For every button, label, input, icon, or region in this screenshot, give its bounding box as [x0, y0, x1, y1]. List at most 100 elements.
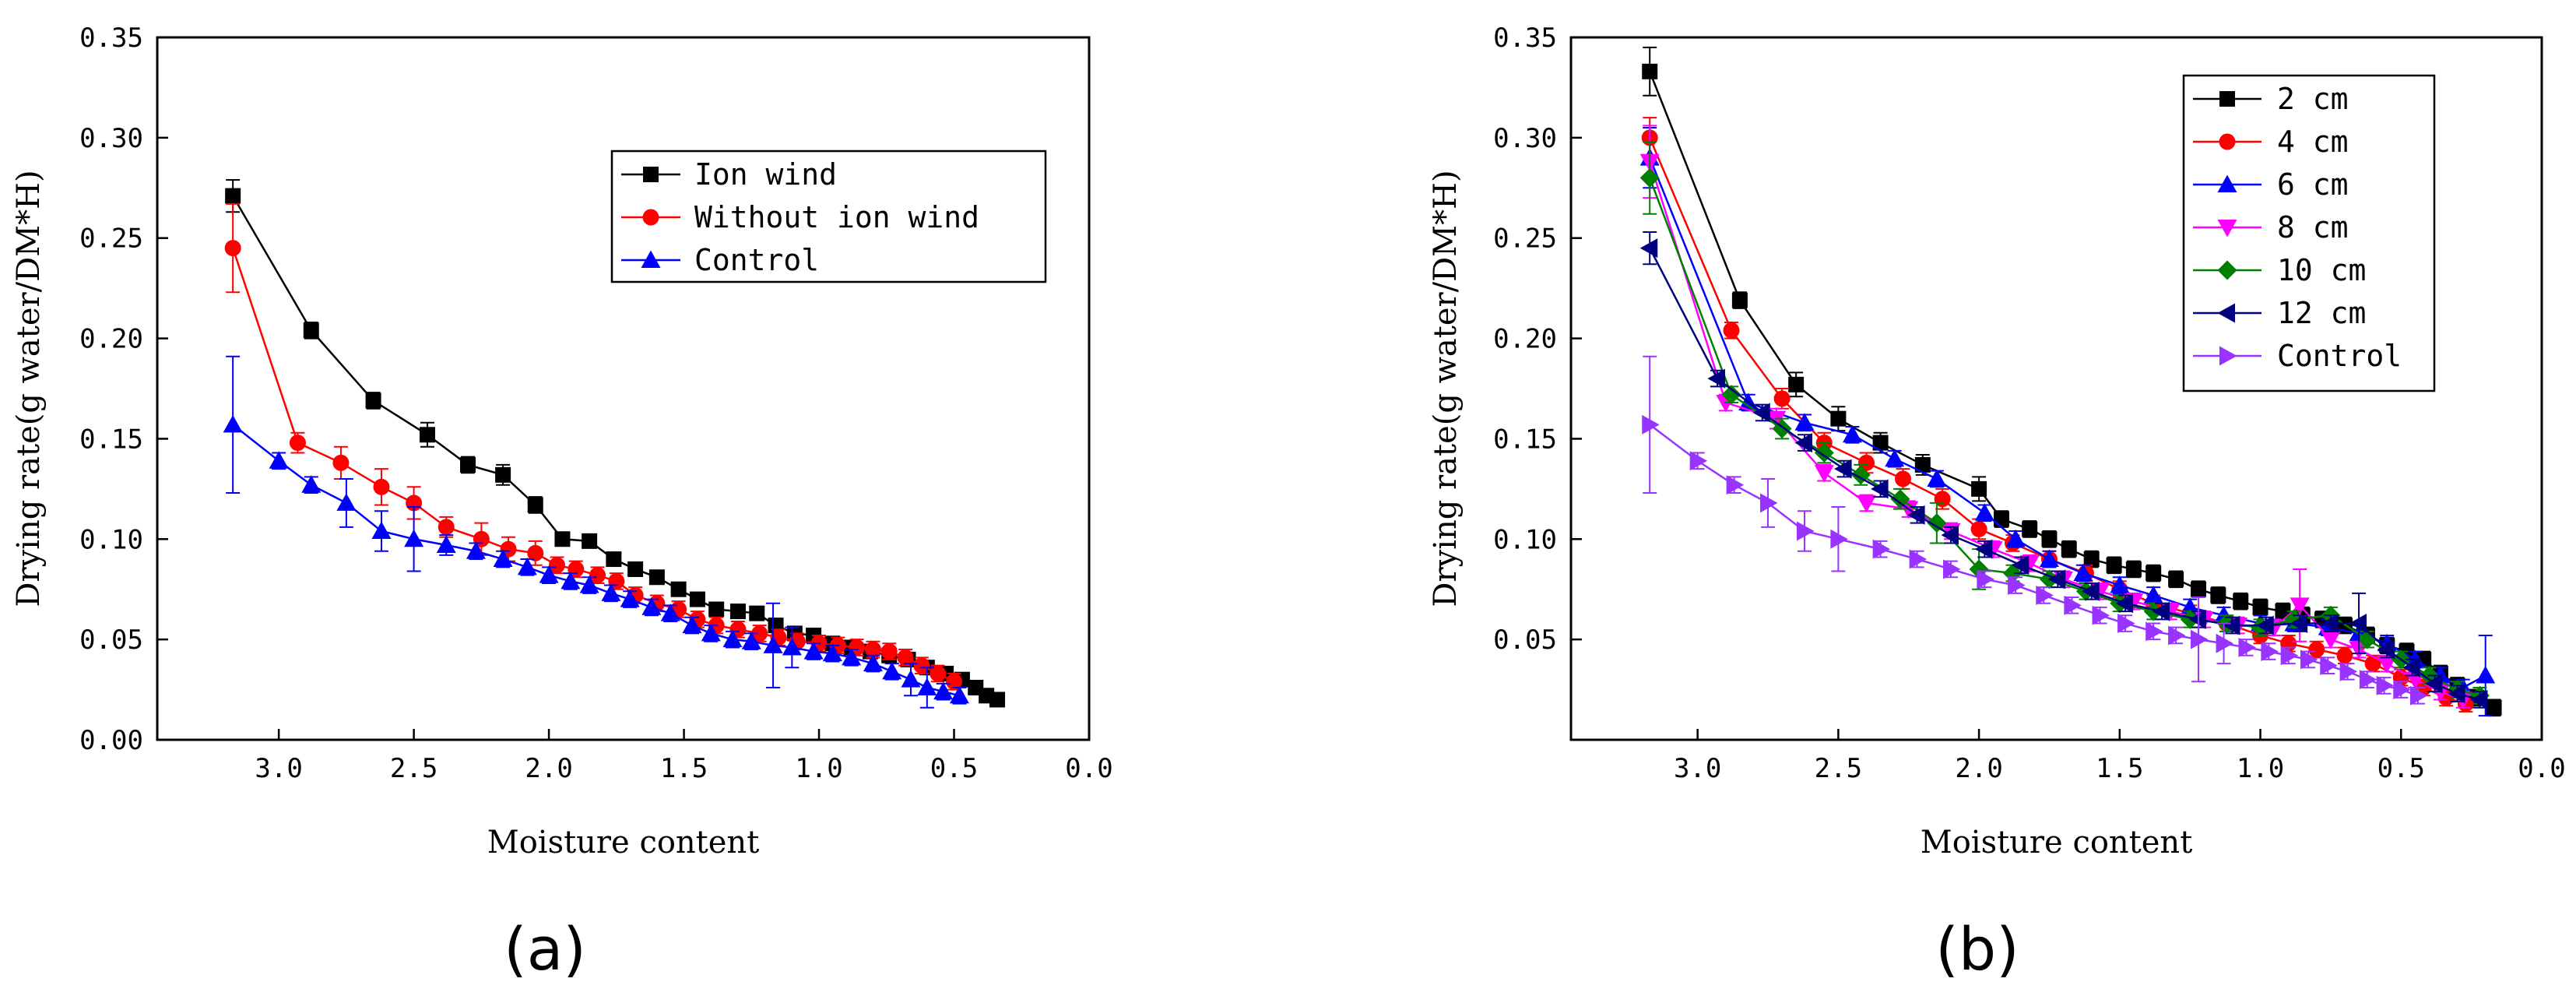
data-point	[589, 567, 606, 584]
data-point	[1927, 469, 1947, 487]
data-point	[842, 647, 862, 666]
y-tick-label: 0.10	[1493, 524, 1557, 555]
data-point	[493, 549, 513, 568]
data-point	[2349, 614, 2367, 634]
data-point	[722, 629, 743, 648]
data-point	[2486, 699, 2502, 716]
data-point	[2216, 633, 2234, 653]
data-point	[495, 466, 511, 483]
data-point	[1814, 465, 1834, 483]
x-axis-title: Moisture content	[487, 825, 760, 860]
data-point	[2233, 593, 2249, 610]
data-point	[2145, 565, 2162, 582]
data-point	[749, 605, 765, 621]
data-point	[466, 541, 486, 559]
data-point	[2336, 647, 2353, 664]
data-point	[1974, 539, 1993, 559]
y-tick-label: 0.15	[79, 424, 143, 455]
x-tick-label: 1.5	[2096, 753, 2143, 784]
y-tick-label: 0.05	[1493, 625, 1557, 656]
data-point	[601, 583, 621, 601]
panel-label: (b)	[1935, 914, 2019, 984]
data-point	[1773, 390, 1791, 407]
data-point	[1639, 167, 1660, 188]
data-point	[741, 632, 761, 649]
x-tick-label: 3.0	[255, 753, 302, 784]
data-point	[949, 685, 969, 704]
data-point	[2359, 670, 2377, 690]
data-point	[2073, 563, 2093, 582]
series-control	[223, 355, 969, 709]
data-point	[2039, 549, 2059, 568]
data-point	[2308, 641, 2325, 658]
data-point	[517, 557, 537, 575]
data-point	[989, 692, 1006, 708]
data-point	[1830, 529, 1848, 549]
data-point	[582, 533, 598, 549]
data-point	[1941, 525, 1959, 545]
plot-frame	[156, 36, 1091, 741]
data-point	[917, 677, 937, 695]
data-point	[1788, 376, 1805, 392]
legend-marker	[2217, 174, 2237, 192]
data-point	[660, 604, 680, 621]
data-point	[1885, 449, 1905, 467]
y-tick-label: 0.10	[79, 524, 143, 555]
y-tick-label: 0.25	[1493, 223, 1557, 255]
data-point	[946, 673, 963, 690]
y-tick-label: 0.35	[79, 23, 143, 54]
data-point	[2339, 661, 2358, 681]
data-point	[336, 493, 357, 511]
data-point	[1794, 413, 1815, 431]
data-point	[1642, 63, 1658, 79]
data-point	[2106, 557, 2122, 573]
data-point	[2238, 637, 2256, 657]
data-point	[2047, 569, 2066, 589]
data-point	[2377, 639, 2395, 660]
data-point	[2092, 605, 2110, 625]
data-point	[1907, 505, 1925, 525]
data-point	[701, 623, 721, 642]
data-point	[2082, 581, 2100, 601]
data-point	[1974, 503, 1994, 521]
y-tick-label: 0.05	[79, 625, 143, 656]
data-point	[2145, 621, 2163, 642]
data-point	[880, 643, 898, 660]
data-point	[2191, 581, 2207, 597]
x-tick-label: 0.5	[2377, 753, 2425, 784]
data-point	[1971, 480, 1987, 497]
data-point	[2168, 625, 2186, 646]
data-point	[763, 635, 783, 653]
data-point	[2110, 575, 2130, 593]
data-point	[365, 392, 381, 409]
x-tick-label: 0.0	[2518, 753, 2565, 784]
data-point	[2041, 531, 2058, 547]
legend-label-control: Control	[2277, 339, 2402, 373]
plot-frame	[1569, 36, 2543, 741]
data-point	[2117, 614, 2135, 634]
y-tick-label: 0.20	[79, 324, 143, 355]
data-point	[2210, 587, 2226, 604]
y-tick-label: 0.35	[1493, 23, 1557, 54]
data-point	[269, 451, 289, 469]
data-point	[2008, 575, 2026, 596]
legend-marker	[2219, 91, 2235, 107]
data-point	[225, 188, 241, 204]
legend-marker	[2217, 220, 2237, 238]
data-point	[2143, 585, 2163, 604]
data-point	[303, 322, 319, 339]
x-tick-label: 2.5	[1815, 753, 1862, 784]
data-point	[2393, 680, 2411, 700]
data-point	[1927, 513, 1947, 533]
data-point	[620, 589, 640, 607]
y-axis-title: Drying rate(g water/DM*H)	[1428, 170, 1464, 607]
data-point	[2061, 541, 2077, 558]
y-axis-title: Drying rate(g water/DM*H)	[11, 170, 47, 607]
data-point	[2036, 585, 2054, 605]
data-point	[627, 561, 644, 577]
series-12-cm	[1639, 231, 2488, 709]
data-point	[2300, 649, 2318, 670]
data-point	[2011, 555, 2030, 575]
